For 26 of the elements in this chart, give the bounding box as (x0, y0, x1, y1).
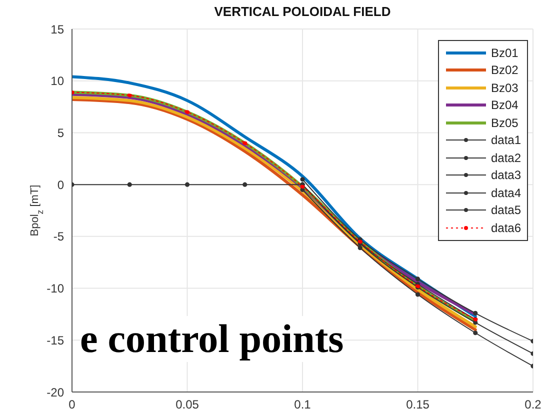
x-tick-label: 0 (68, 398, 76, 412)
annotation: e control points (80, 316, 344, 362)
legend-label: data2 (490, 150, 521, 165)
x-tick-label: 0.05 (176, 398, 200, 412)
y-tick-label: -10 (46, 282, 64, 296)
chart-title: VERTICAL POLOIDAL FIELD (213, 4, 392, 19)
y-tick-label: 10 (50, 74, 64, 88)
legend-label: data1 (490, 133, 521, 148)
legend-label: data4 (490, 186, 521, 200)
legend-label: Bz03 (490, 80, 518, 95)
legend-label: data3 (490, 168, 521, 182)
legend-label: Bz05 (490, 116, 518, 130)
legend-label: data5 (490, 203, 521, 218)
legend-label: Bz04 (490, 98, 518, 112)
legend-label: Bz02 (490, 63, 518, 78)
legend-label: data6 (490, 220, 521, 235)
legend-label: Bz01 (490, 46, 518, 60)
y-tick-label: 0 (57, 178, 64, 192)
y-tick-label: -20 (46, 385, 64, 400)
x-tick-label: 0.2 (524, 398, 542, 412)
x-tick-label: 0.1 (294, 398, 312, 412)
y-tick-label: 5 (57, 126, 64, 140)
y-tick-label: -5 (53, 230, 64, 244)
y-tick-label: 15 (50, 22, 64, 36)
y-tick-label: -15 (46, 333, 64, 348)
x-tick-label: 0.15 (406, 398, 430, 412)
